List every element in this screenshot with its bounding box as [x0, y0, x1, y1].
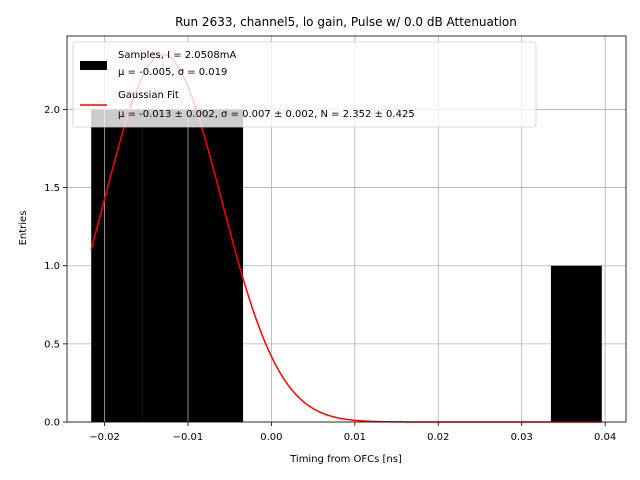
histogram-bar — [91, 109, 143, 422]
y-tick-label: 1.5 — [44, 183, 60, 194]
x-tick-label: 0.02 — [427, 432, 449, 443]
histogram-bar — [550, 265, 602, 422]
y-tick-label: 0.0 — [44, 418, 60, 429]
y-tick-label: 2.0 — [44, 105, 60, 116]
x-tick-label: 0.01 — [344, 432, 366, 443]
x-tick-label: 0.03 — [511, 432, 533, 443]
legend-samples-label: Samples, I = 2.0508mA — [118, 50, 236, 61]
histogram-bar — [192, 109, 244, 422]
legend-samples-stats: μ = -0.005, σ = 0.019 — [118, 67, 227, 78]
y-axis-ticks: 0.0 0.5 1.0 1.5 2.0 — [44, 105, 67, 429]
y-axis-label: Entries — [18, 211, 29, 246]
y-tick-label: 0.5 — [44, 339, 60, 350]
histogram-bars — [91, 109, 602, 422]
plot-frame — [66, 35, 627, 423]
histogram-bar — [142, 109, 193, 422]
x-axis-label: Timing from OFCs [ns] — [289, 454, 402, 465]
legend-samples-swatch — [80, 61, 107, 70]
legend: Samples, I = 2.0508mA μ = -0.005, σ = 0.… — [72, 41, 537, 128]
x-tick-label: 0.04 — [594, 432, 616, 443]
legend-box — [72, 41, 537, 128]
legend-fit-params: μ = -0.013 ± 0.002, σ = 0.007 ± 0.002, N… — [118, 109, 415, 120]
legend-fit-label: Gaussian Fit — [118, 90, 179, 101]
chart-title: Run 2633, channel5, lo gain, Pulse w/ 0.… — [175, 15, 517, 29]
x-tick-label: −0.02 — [89, 432, 120, 443]
y-tick-label: 1.0 — [44, 261, 60, 272]
x-tick-label: 0.00 — [260, 432, 282, 443]
x-axis-ticks: −0.02 −0.01 0.00 0.01 0.02 0.03 0.04 — [89, 422, 616, 443]
x-tick-label: −0.01 — [173, 432, 204, 443]
